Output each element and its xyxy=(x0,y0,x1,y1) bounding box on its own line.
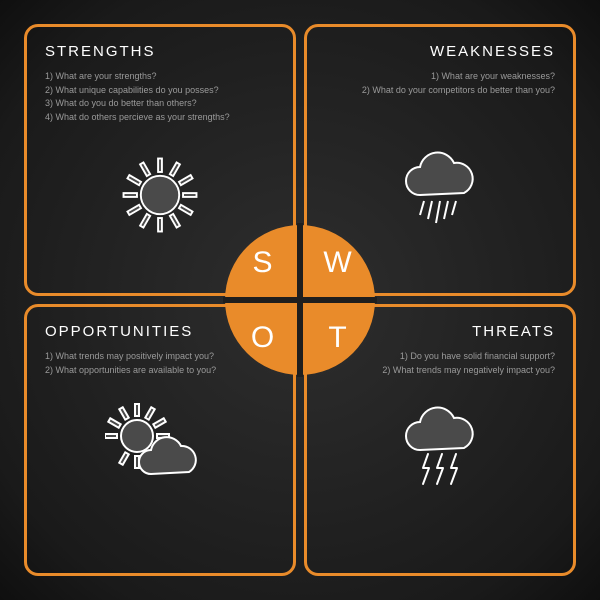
storm-cloud-icon xyxy=(390,402,490,502)
center-letter-t: T xyxy=(300,300,375,375)
weaknesses-items: 1) What are your weaknesses? 2) What do … xyxy=(325,70,555,97)
swot-center-circle: S W O T xyxy=(225,225,375,375)
center-letter-w: W xyxy=(300,225,375,300)
sun-cloud-icon xyxy=(105,402,215,498)
strengths-items: 1) What are your strengths? 2) What uniq… xyxy=(45,70,275,124)
center-letter-s: S xyxy=(225,225,300,300)
rain-cloud-icon xyxy=(390,147,490,243)
strengths-title: STRENGTHS xyxy=(45,43,275,60)
center-letter-o: O xyxy=(225,300,300,375)
sun-icon xyxy=(112,147,208,243)
weaknesses-title: WEAKNESSES xyxy=(325,43,555,60)
